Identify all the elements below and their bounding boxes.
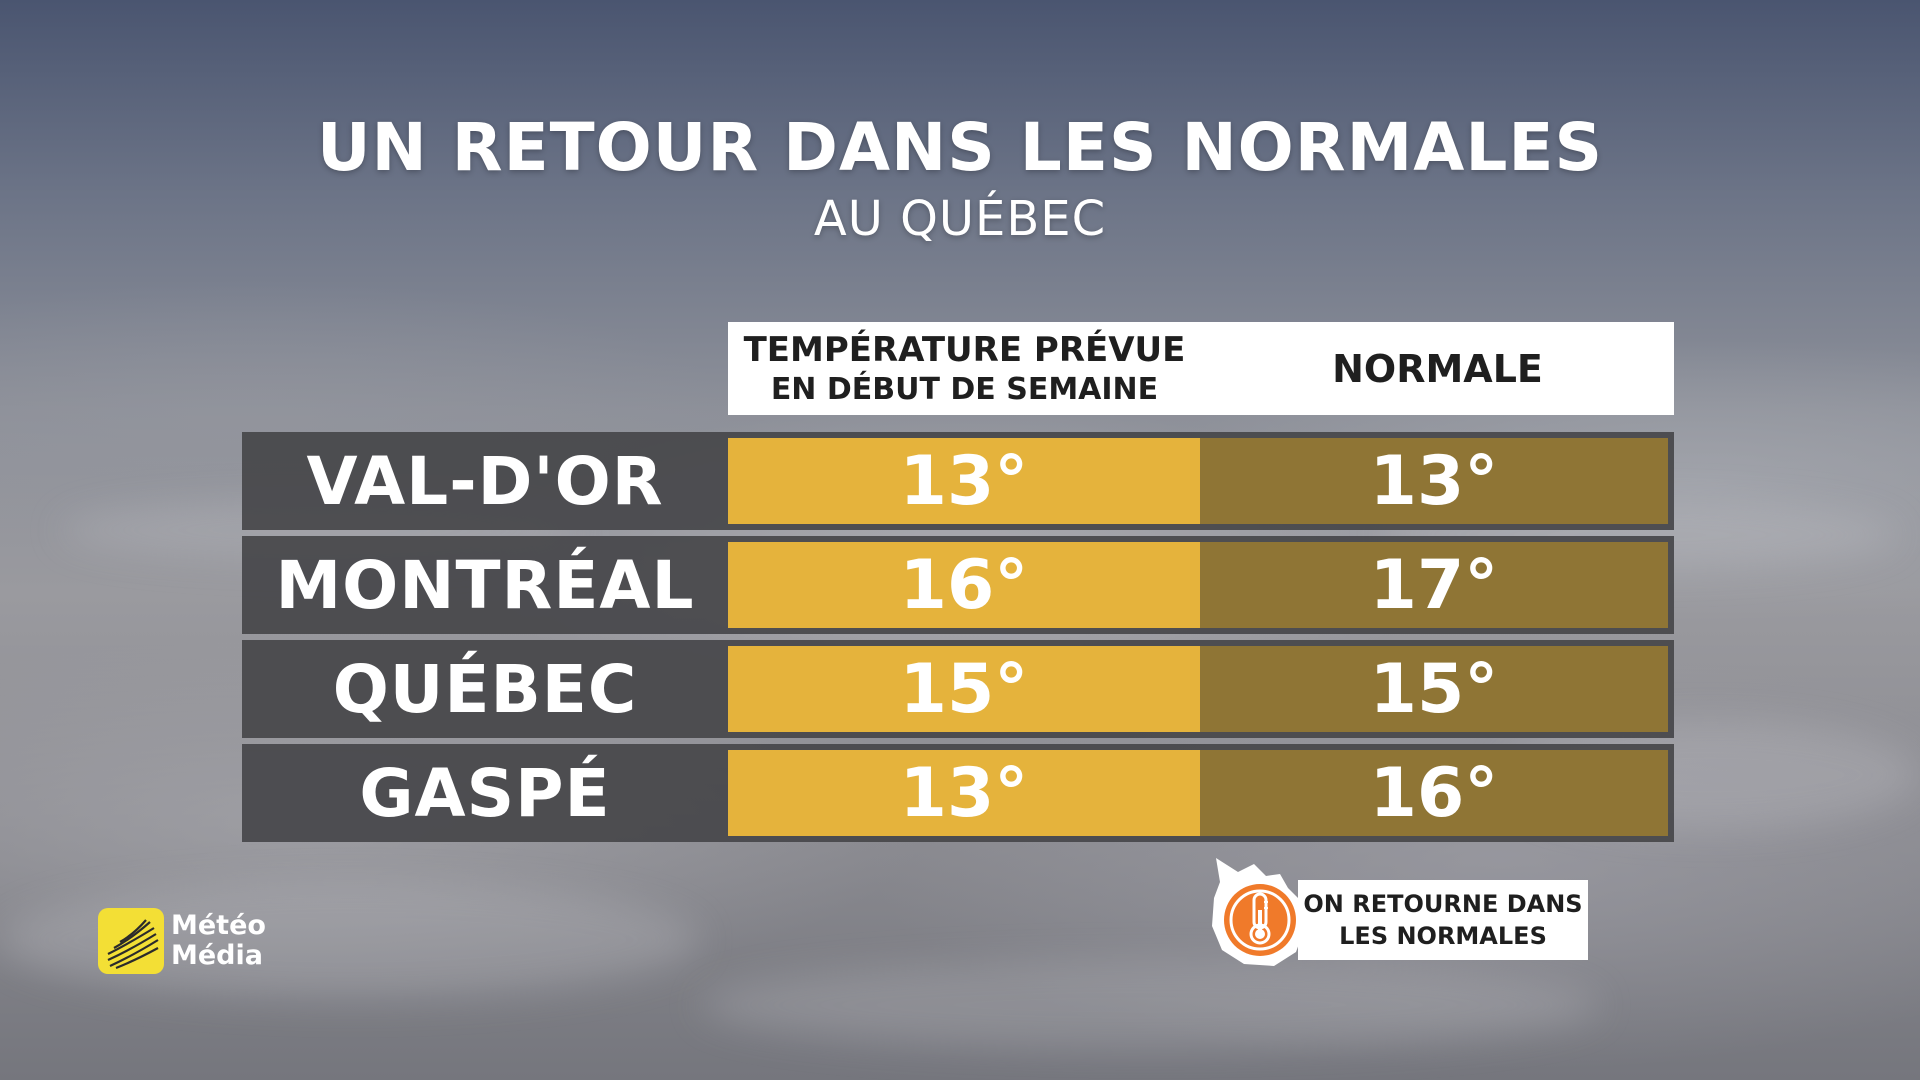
normal-temperature: 15° [1200, 646, 1668, 732]
table-row: MONTRÉAL 16° 17° [242, 536, 1674, 634]
header-forecast-line2: EN DÉBUT DE SEMAINE [770, 371, 1159, 407]
city-name: GASPÉ [359, 754, 611, 832]
table-header: TEMPÉRATURE PRÉVUE EN DÉBUT DE SEMAINE N… [728, 322, 1674, 415]
thermometer-icon [1212, 858, 1304, 966]
note-line2: LES NORMALES [1339, 922, 1547, 950]
cloud-decoration [700, 960, 1600, 1050]
header-forecast-line1: TEMPÉRATURE PRÉVUE [743, 329, 1186, 370]
city-name: QUÉBEC [332, 650, 638, 728]
forecast-temperature: 15° [728, 646, 1200, 732]
logo-text: Météo Média [171, 911, 266, 971]
forecast-temperature: 13° [728, 438, 1200, 524]
note-line1: ON RETOURNE DANS [1303, 890, 1583, 918]
normal-temperature: 16° [1200, 750, 1668, 836]
header-normal: NORMALE [1332, 346, 1543, 391]
forecast-temperature: 13° [728, 750, 1200, 836]
meteomedia-logo: Météo Média [98, 908, 266, 974]
table-row: VAL-D'OR 13° 13° [242, 432, 1674, 530]
forecast-temperature: 16° [728, 542, 1200, 628]
table-row: GASPÉ 13° 16° [242, 744, 1674, 842]
globe-icon [107, 919, 159, 970]
city-name: MONTRÉAL [275, 546, 695, 624]
logo-line1: Météo [171, 910, 266, 941]
table-row: QUÉBEC 15° 15° [242, 640, 1674, 738]
normal-temperature: 13° [1200, 438, 1668, 524]
logo-line2: Média [171, 940, 263, 971]
normal-temperature: 17° [1200, 542, 1668, 628]
header-forecast: TEMPÉRATURE PRÉVUE EN DÉBUT DE SEMAINE [728, 322, 1201, 415]
page-subtitle: AU QUÉBEC [813, 191, 1107, 247]
page-title: UN RETOUR DANS LES NORMALES [316, 109, 1604, 186]
temperature-table: VAL-D'OR 13° 13° MONTRÉAL 16° 17° QUÉBEC… [242, 432, 1674, 848]
city-name: VAL-D'OR [306, 442, 664, 520]
note-box: ON RETOURNE DANS LES NORMALES [1298, 880, 1588, 960]
logo-badge [98, 908, 164, 974]
